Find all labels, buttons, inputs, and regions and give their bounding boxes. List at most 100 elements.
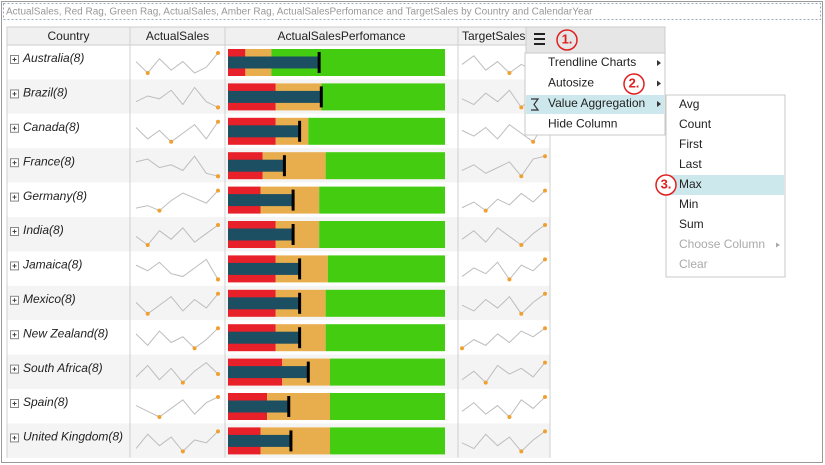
sparkline-point — [543, 188, 547, 193]
sparkline-point — [216, 105, 220, 110]
sparkline — [461, 327, 546, 349]
actual-bar — [228, 297, 300, 310]
annotation-circle — [623, 73, 645, 95]
country-label: Brazil(8) — [23, 86, 68, 100]
title-bar — [3, 3, 821, 20]
menu-item[interactable]: Hide Column — [548, 117, 617, 131]
sparkline-point — [216, 188, 220, 193]
actual-bar — [228, 125, 300, 138]
sparkline-point — [192, 346, 197, 351]
annotation-circle — [655, 174, 677, 196]
sparkline-point — [543, 429, 547, 434]
country-label: United Kingdom(8) — [23, 430, 123, 444]
menu-item[interactable]: Autosize — [548, 76, 594, 90]
column-header[interactable]: TargetSales — [462, 29, 525, 43]
column-header[interactable]: ActualSalesPerfomance — [277, 29, 405, 43]
band-green — [327, 255, 445, 283]
submenu-item[interactable]: Last — [679, 157, 702, 171]
submenu-item: Clear — [679, 257, 708, 271]
sparkline-point — [145, 311, 150, 316]
table: Country ActualSales ActualSalesPerfomance T… — [6, 26, 551, 458]
submenu-item[interactable]: Max — [679, 177, 702, 191]
sparkline — [135, 327, 219, 349]
sparkline-point — [216, 372, 220, 377]
column-header[interactable]: ActualSales — [146, 29, 209, 43]
sparkline-point — [519, 243, 524, 247]
hamburger-icon — [534, 33, 545, 45]
visual-title: ActualSales, Red Rag, Green Rag, ActualS… — [6, 7, 593, 18]
country-label: New Zealand(8) — [23, 326, 108, 340]
sparkline — [135, 52, 219, 74]
sparkline — [461, 396, 546, 418]
band-green — [319, 221, 445, 248]
band-green — [319, 186, 445, 214]
sparkline-point — [543, 257, 547, 262]
menu-button[interactable] — [525, 26, 666, 54]
country-label: Germany(8) — [23, 189, 87, 203]
sparkline-point — [519, 105, 524, 110]
actual-bar — [228, 90, 322, 103]
sparkline-point — [543, 223, 547, 227]
sparkline-point — [157, 208, 162, 213]
submenu-arrow — [657, 101, 661, 107]
band-green — [321, 83, 445, 111]
band-green — [308, 117, 445, 145]
annotation-circle — [556, 29, 578, 51]
sparkline-point — [483, 208, 488, 213]
sparkline-point — [543, 360, 547, 365]
sparkline-point — [216, 277, 220, 282]
sparkline — [135, 121, 219, 143]
sigma-icon — [531, 98, 540, 111]
sparkline-point — [543, 326, 547, 331]
band-green — [329, 427, 445, 455]
menu-highlight — [526, 95, 664, 114]
actual-bar — [228, 434, 291, 447]
sparkline — [461, 430, 546, 453]
sparkline — [135, 224, 219, 246]
sparkline-point — [519, 174, 524, 179]
sparkline — [135, 293, 219, 315]
sparkline — [461, 121, 546, 143]
sparkline-point — [216, 174, 220, 179]
sparkline — [135, 258, 219, 280]
submenu-arrow — [657, 80, 661, 87]
column-menu: 1. Trendline Charts Autosize Value Aggrega… — [524, 26, 786, 278]
annotation: 3. — [661, 176, 672, 191]
sparkline-point — [216, 326, 220, 331]
submenu-item[interactable]: Count — [679, 117, 712, 131]
sparkline-point — [216, 395, 220, 399]
sparkline — [461, 293, 546, 315]
submenu-item[interactable]: First — [679, 137, 703, 151]
submenu-item[interactable]: Min — [679, 197, 698, 211]
sparkline-point — [216, 429, 220, 434]
submenu-item[interactable]: Avg — [679, 97, 699, 111]
band-green — [325, 152, 445, 180]
sparkline — [135, 86, 219, 108]
annotation: 1. — [562, 31, 573, 46]
submenu-arrow — [657, 60, 661, 66]
actual-bar — [228, 366, 309, 379]
submenu-item[interactable]: Sum — [679, 217, 704, 231]
sparkline-point — [531, 139, 536, 144]
country-label: India(8) — [23, 223, 64, 237]
country-label: France(8) — [23, 154, 75, 168]
actual-bar — [228, 331, 300, 344]
menu-item[interactable]: Value Aggregation — [548, 96, 645, 110]
sparkline-point — [519, 449, 524, 454]
sparkline — [461, 259, 546, 281]
column-header[interactable]: Country — [47, 29, 89, 43]
actual-bar — [228, 262, 300, 275]
sparkline-point — [519, 311, 524, 316]
sparkline-point — [145, 71, 150, 75]
menu-item[interactable]: Trendline Charts — [548, 55, 636, 69]
sparkline-point — [543, 395, 547, 399]
sparkline-point — [483, 380, 488, 385]
sparkline — [461, 190, 546, 212]
country-label: South Africa(8) — [23, 361, 103, 375]
submenu-highlight — [667, 175, 784, 195]
sparkline-point — [543, 154, 547, 159]
sparkline-point — [216, 223, 220, 227]
band-green — [325, 289, 445, 317]
